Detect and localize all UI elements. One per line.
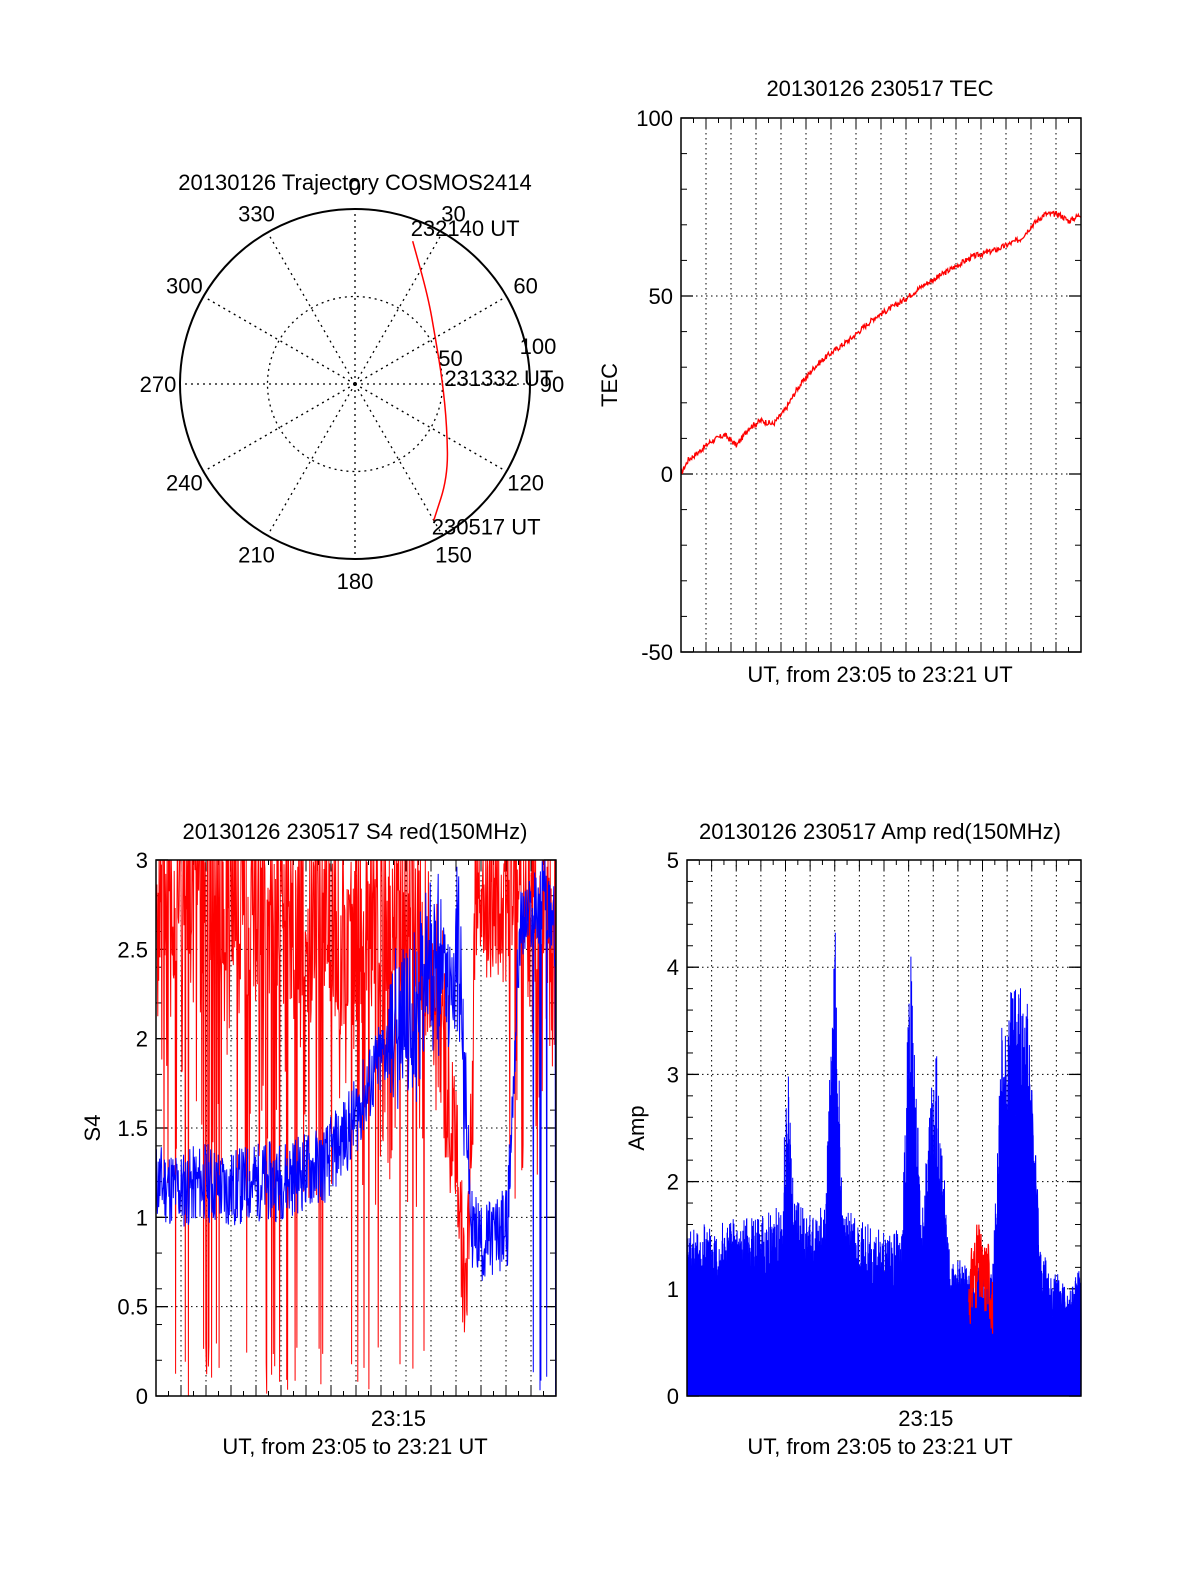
polar-spoke [266,383,356,536]
plot-frame [155,859,557,1397]
polar-spoke [203,383,356,473]
polar-title: 20130126 Trajectory COSMOS2414 [178,170,531,195]
s4-xlabel: UT, from 23:05 to 23:21 UT [222,1434,487,1459]
polar-azimuth-label: 330 [238,201,275,226]
y-tick-label: 1 [136,1205,148,1230]
polar-azimuth-label: 270 [140,372,177,397]
polar-azimuth-label: 240 [166,471,203,496]
polar-azimuth-label: 300 [166,274,203,299]
y-tick-label: 2.5 [117,937,148,962]
polar-trajectory-line [411,241,449,521]
polar-azimuth-label: 30 [441,201,465,226]
amp-ylabel: Amp [624,1105,649,1150]
polar-azimuth-label: 180 [337,569,374,594]
y-tick-label: 5 [667,848,679,873]
s4-title: 20130126 230517 S4 red(150MHz) [183,819,528,844]
amp-title: 20130126 230517 Amp red(150MHz) [699,819,1061,844]
x-tick-label: 23:15 [371,1406,426,1431]
y-tick-label: 1.5 [117,1116,148,1141]
y-tick-label: -50 [641,640,673,665]
y-tick-label: 3 [136,848,148,873]
amp-red-series-line [968,1224,994,1334]
plot-frame [680,117,1082,653]
polar-radial-label: 50 [438,346,462,371]
polar-spoke [203,295,356,385]
polar-point-label: 230517 UT [432,514,541,539]
polar-spoke [354,295,507,385]
amp-blue-series-area [686,932,1082,1397]
tec-series-line [680,210,1082,474]
polar-point-label: 232140 UT [411,216,520,241]
x-tick-label: 23:15 [898,1406,953,1431]
y-tick-label: 100 [636,106,673,131]
tec-ylabel: TEC [597,363,622,407]
y-tick-label: 4 [667,955,679,980]
s4-red-series-line [156,860,556,1396]
polar-azimuth-label: 0 [349,175,361,200]
polar-point-label: 231332 UT [444,366,553,391]
plot-frame [686,859,1082,1397]
y-tick-label: 0 [667,1384,679,1409]
tec-title: 20130126 230517 TEC [766,76,993,101]
tec-panel: 20130126 230517 TEC UT, from 23:05 to 23… [597,76,1082,687]
s4-panel: 20130126 230517 S4 red(150MHz) UT, from … [80,819,557,1459]
y-tick-label: 2 [136,1027,148,1052]
polar-azimuth-label: 120 [507,471,544,496]
y-tick-label: 0.5 [117,1295,148,1320]
y-tick-label: 1 [667,1277,679,1302]
polar-azimuth-label: 60 [513,274,537,299]
y-tick-label: 0 [661,462,673,487]
amp-xlabel: UT, from 23:05 to 23:21 UT [747,1434,1012,1459]
polar-radial-label: 100 [520,334,557,359]
polar-spoke [354,383,507,473]
polar-azimuth-label: 150 [435,543,472,568]
y-tick-label: 50 [649,284,673,309]
tec-xlabel: UT, from 23:05 to 23:21 UT [747,662,1012,687]
amp-panel: 20130126 230517 Amp red(150MHz) UT, from… [624,819,1082,1459]
s4-blue-series-line [156,860,556,1395]
polar-spoke [354,383,444,536]
polar-trajectory-panel: 20130126 Trajectory COSMOS2414 0 30 60 90 12… [140,170,565,594]
polar-azimuth-label: 90 [540,372,564,397]
y-tick-label: 2 [667,1170,679,1195]
polar-azimuth-label: 210 [238,543,275,568]
polar-spoke [354,232,444,385]
y-tick-label: 0 [136,1384,148,1409]
y-tick-label: 3 [667,1062,679,1087]
polar-spoke [266,232,356,385]
s4-ylabel: S4 [80,1115,105,1142]
